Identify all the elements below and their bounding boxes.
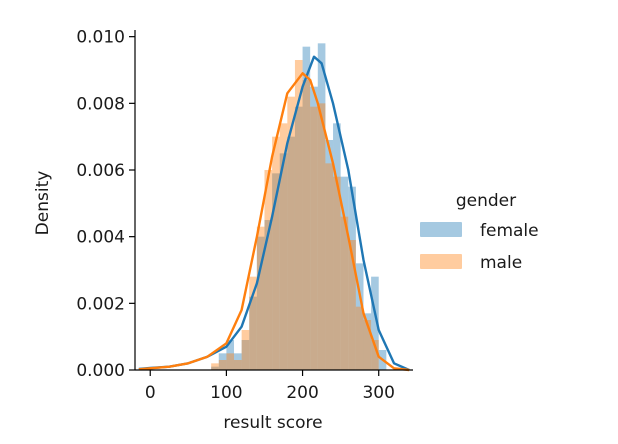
histogram-bar-male (264, 170, 273, 370)
histogram-bar-male (340, 216, 349, 370)
histogram-bar-male (355, 306, 364, 370)
legend-swatch-male (420, 254, 462, 269)
x-tick-label: 200 (286, 383, 318, 403)
histogram-bar-male (279, 123, 288, 370)
histogram-bar-male (234, 360, 242, 370)
histogram-bar-female (355, 263, 364, 370)
histogram-bar-male (249, 276, 257, 370)
histogram-bar-female (218, 353, 227, 370)
legend-label-female: female (480, 221, 539, 241)
y-axis-label: Density (33, 171, 53, 236)
histogram-bar-female (294, 106, 303, 371)
histogram-bar-female (234, 353, 242, 370)
legend-title: gender (456, 191, 516, 211)
histogram-bar-male (218, 360, 227, 370)
legend-swatch-female (420, 222, 462, 237)
x-axis-label: result score (223, 413, 322, 433)
histogram-bar-male (325, 163, 334, 370)
histogram-bar-male (294, 60, 303, 370)
histogram-bar-female (272, 173, 280, 370)
plot-area (138, 43, 410, 372)
y-tick-label: 0.008 (76, 94, 125, 114)
histogram-bar-male (348, 240, 356, 370)
histogram-bar-male (272, 136, 280, 370)
y-tick-label: 0.004 (76, 228, 125, 248)
histogram-bar-female (302, 46, 311, 371)
histogram-bar-female (317, 43, 326, 370)
histogram-bar-male (317, 103, 326, 370)
y-tick-label: 0.002 (76, 294, 125, 314)
histogram-bar-male (211, 363, 219, 370)
axes: 0 100 200 300 0.000 0.002 0.004 0.006 0.008 0.010 (76, 28, 413, 403)
x-tick-label: 100 (210, 383, 242, 403)
histogram-bar-female (211, 366, 219, 370)
histogram-bar-male (371, 340, 379, 370)
histogram-bar-female (287, 136, 295, 370)
y-tick-label: 0.010 (76, 28, 125, 48)
histogram-bar-female (371, 276, 379, 370)
legend: gender female male (420, 191, 539, 273)
histogram-bar-male (310, 106, 318, 371)
histogram-bar-male (287, 96, 295, 371)
histogram-bar-male (333, 176, 341, 370)
histogram-bar-female (249, 296, 257, 370)
histogram-bar-female (310, 86, 318, 371)
histogram-bar-female (325, 140, 334, 370)
histogram-bar-female (340, 176, 349, 370)
histogram-bar-female (256, 236, 265, 370)
histogram-bar-female (363, 313, 372, 370)
histogram-bar-female (348, 186, 356, 370)
x-tick-label: 0 (145, 383, 156, 403)
y-tick-label: 0.000 (76, 361, 125, 381)
y-tick-label: 0.006 (76, 161, 125, 181)
kde-line-male (138, 72, 410, 372)
histogram-bar-male (241, 330, 250, 370)
histogram-bar-female (241, 340, 250, 370)
histogram-bar-male (256, 226, 265, 370)
histogram-bar-female (226, 340, 235, 370)
histogram-bar-female (279, 153, 288, 370)
histogram-bar-male (363, 320, 372, 370)
legend-label-male: male (480, 253, 522, 273)
x-tick-label: 300 (362, 383, 394, 403)
histogram-bar-male (226, 353, 235, 370)
histogram-bar-female (264, 220, 273, 370)
histogram-bar-female (333, 123, 341, 370)
histogram-bar-male (302, 80, 311, 370)
